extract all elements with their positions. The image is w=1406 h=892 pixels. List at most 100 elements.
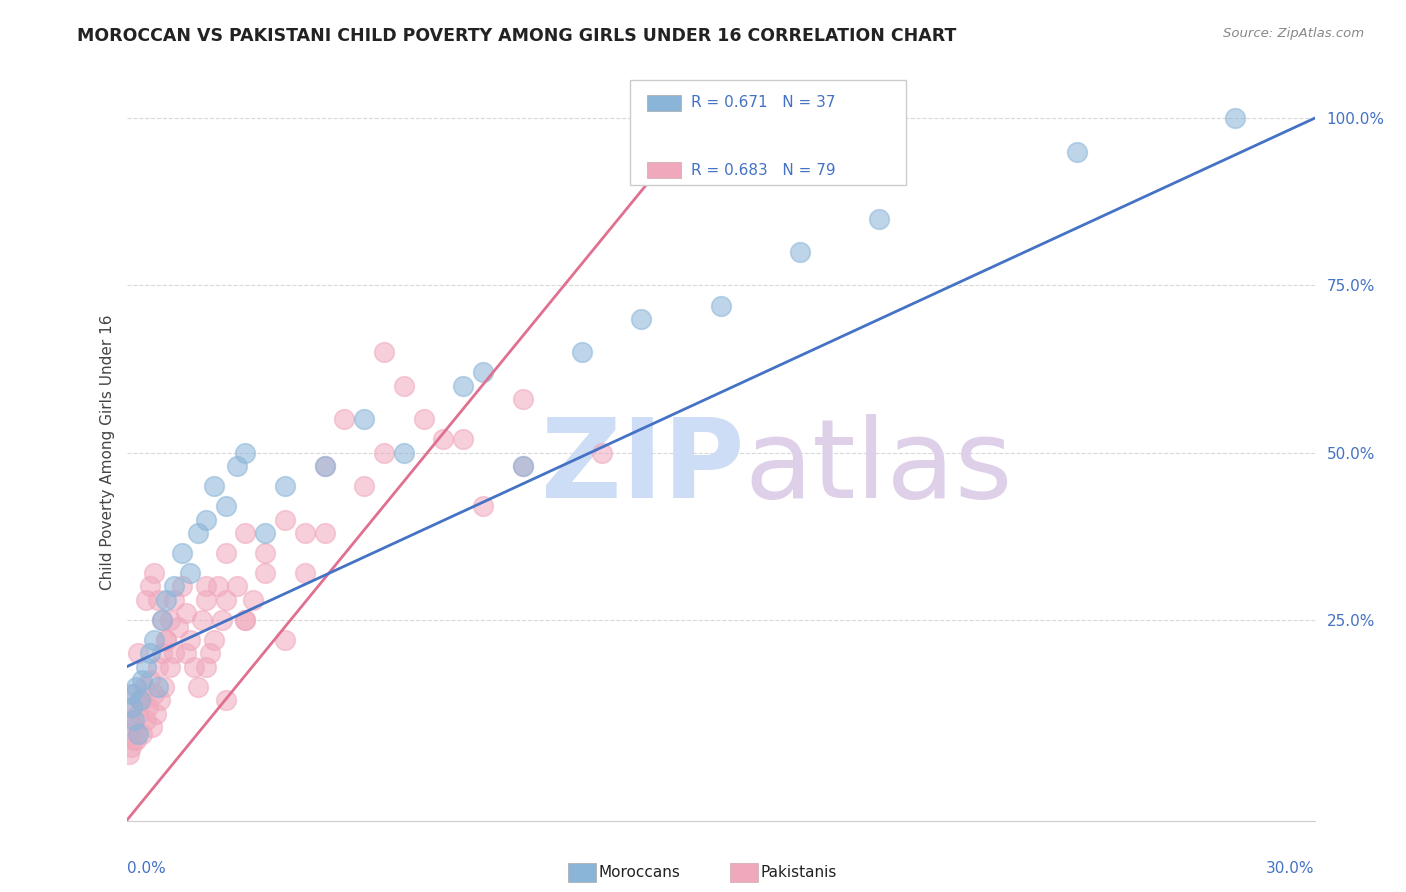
Point (373, 345, 395, 359)
Point (294, 526, 316, 541)
Point (163, 646, 186, 660)
Point (254, 566, 277, 581)
Point (127, 646, 149, 660)
Point (789, 245, 811, 260)
Point (226, 459, 249, 474)
Point (274, 512, 297, 526)
Point (333, 412, 356, 426)
Point (868, 211, 890, 226)
Y-axis label: Child Poverty Among Girls Under 16: Child Poverty Among Girls Under 16 (100, 315, 115, 591)
Point (233, 446, 257, 460)
Text: R = 0.671   N = 37: R = 0.671 N = 37 (690, 95, 835, 110)
Point (135, 592, 157, 607)
Point (214, 500, 236, 514)
Point (131, 693, 153, 707)
Point (211, 613, 233, 627)
Point (412, 412, 434, 426)
Point (143, 633, 166, 648)
Text: 0.0%: 0.0% (127, 861, 166, 876)
Point (373, 446, 395, 460)
Point (472, 366, 495, 380)
Point (174, 646, 197, 660)
Point (139, 673, 162, 688)
Point (148, 592, 170, 607)
Point (170, 580, 193, 594)
Point (149, 693, 172, 707)
Point (134, 680, 156, 694)
Point (170, 546, 193, 560)
Point (571, 345, 593, 359)
Point (314, 459, 336, 474)
Point (194, 592, 217, 607)
Point (124, 714, 146, 728)
Point (214, 592, 236, 607)
Point (143, 687, 166, 701)
Point (226, 580, 249, 594)
Point (131, 726, 153, 740)
Point (150, 646, 173, 660)
Point (163, 592, 186, 607)
Point (591, 446, 613, 460)
Point (163, 580, 186, 594)
Point (145, 706, 167, 721)
Point (125, 733, 148, 747)
Point (392, 446, 415, 460)
Point (127, 726, 149, 740)
Text: Pakistanis: Pakistanis (761, 865, 837, 880)
Point (274, 479, 297, 493)
Point (159, 613, 181, 627)
Point (214, 693, 236, 707)
Point (120, 714, 142, 728)
Point (194, 512, 217, 526)
Point (198, 646, 221, 660)
Text: R = 0.683   N = 79: R = 0.683 N = 79 (690, 162, 835, 178)
Point (512, 459, 534, 474)
Point (254, 526, 277, 541)
Point (451, 433, 474, 447)
Point (155, 633, 177, 648)
Point (353, 479, 375, 493)
Point (1225, 112, 1247, 126)
Text: ZIP: ZIP (541, 414, 744, 521)
Point (451, 379, 474, 393)
Point (141, 720, 163, 734)
Point (143, 566, 166, 581)
Text: atlas: atlas (744, 414, 1012, 521)
Point (1066, 145, 1088, 159)
Point (187, 680, 209, 694)
Point (214, 546, 236, 560)
Point (131, 673, 153, 688)
Point (174, 607, 197, 621)
Point (233, 526, 257, 541)
Point (512, 392, 534, 407)
Point (233, 613, 257, 627)
Point (129, 693, 152, 707)
Point (159, 660, 181, 674)
Point (179, 633, 201, 648)
Point (392, 379, 415, 393)
Point (121, 699, 143, 714)
Point (118, 726, 141, 740)
Text: MOROCCAN VS PAKISTANI CHILD POVERTY AMONG GIRLS UNDER 16 CORRELATION CHART: MOROCCAN VS PAKISTANI CHILD POVERTY AMON… (77, 27, 956, 45)
Point (242, 592, 264, 607)
Point (124, 687, 146, 701)
Point (432, 433, 454, 447)
Point (155, 592, 177, 607)
Point (120, 687, 142, 701)
Text: 30.0%: 30.0% (1267, 861, 1315, 876)
Point (136, 699, 159, 714)
Point (127, 706, 149, 721)
Point (117, 747, 139, 761)
Point (314, 526, 336, 541)
Point (179, 566, 201, 581)
Point (202, 479, 225, 493)
Point (207, 580, 229, 594)
Point (294, 566, 316, 581)
Point (139, 646, 162, 660)
Point (121, 699, 143, 714)
Point (194, 580, 217, 594)
Point (125, 680, 148, 694)
Text: Source: ZipAtlas.com: Source: ZipAtlas.com (1223, 27, 1364, 40)
Point (120, 740, 142, 755)
Point (153, 680, 176, 694)
